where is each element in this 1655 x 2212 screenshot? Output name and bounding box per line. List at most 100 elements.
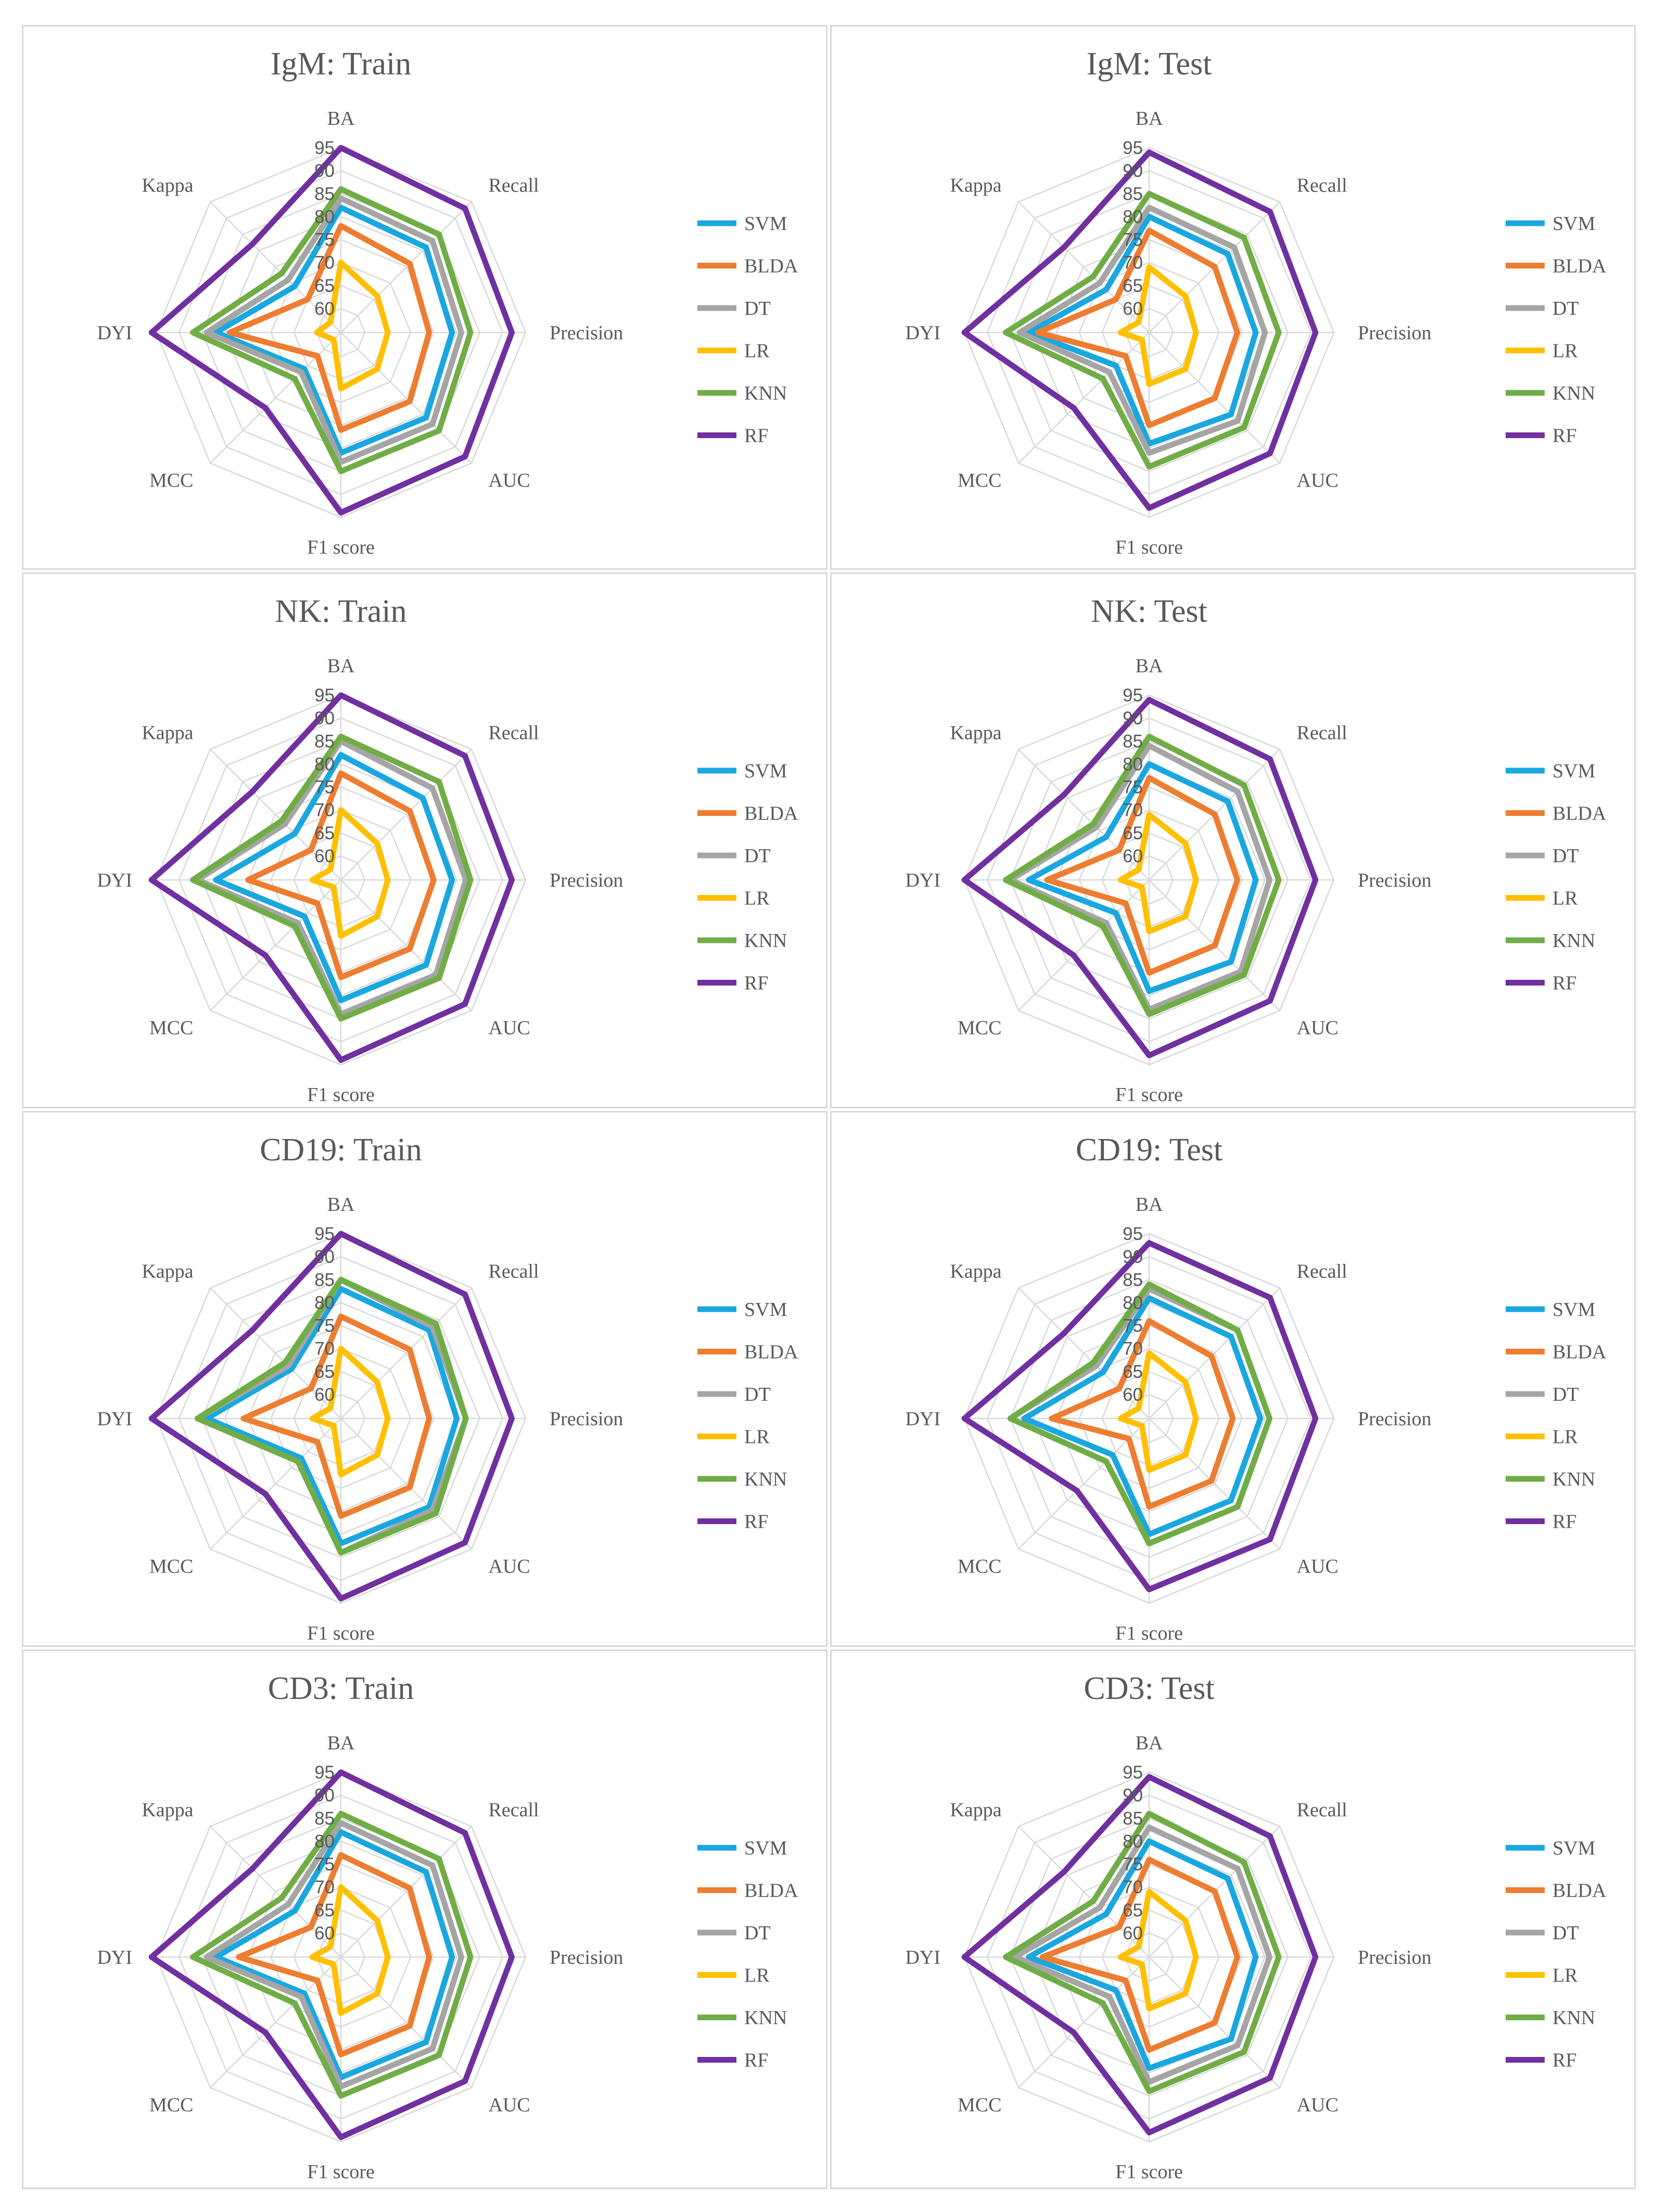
series-group — [961, 1774, 1319, 2136]
series-lr — [314, 260, 391, 392]
radar-chart-igm-test: IgM: Test 60 65 70 75 80 85 90 95 BA Recall Precisi… — [905, 46, 1607, 558]
grid-ring-inner — [1147, 330, 1151, 335]
tick-label-75: 75 — [1123, 777, 1143, 798]
tick-label-60: 60 — [314, 1385, 335, 1405]
grid-ring-inner — [339, 1955, 343, 1959]
legend-label-blda: BLDA — [744, 803, 798, 825]
series-knn — [195, 1276, 469, 1556]
axis-label-ba: BA — [1136, 655, 1163, 677]
radar-chart-cd19-test: CD19: Test 60 65 70 75 80 85 90 95 BA Recall Precis… — [905, 1132, 1607, 1644]
chart-title: CD19: Test — [1076, 1132, 1223, 1168]
tick-label-80: 80 — [1123, 207, 1143, 227]
radar-panel-igm-train: IgM: Train 60 65 70 75 80 85 90 95 BA Recall Precis… — [22, 25, 828, 570]
axis-label-kappa: Kappa — [950, 1799, 1001, 1821]
tick-label-65: 65 — [1123, 276, 1143, 296]
axis-label-f1-score: F1 score — [307, 1622, 375, 1644]
legend-label-svm: SVM — [744, 213, 787, 235]
axis-label-mcc: MCC — [149, 470, 193, 492]
legend-label-knn: KNN — [1552, 1468, 1595, 1490]
legend-label-knn: KNN — [744, 930, 787, 952]
tick-label-80: 80 — [314, 1831, 335, 1851]
legend-label-lr: LR — [744, 1426, 770, 1448]
axis-label-ba: BA — [327, 1732, 355, 1754]
axis-label-ba: BA — [1136, 1732, 1163, 1754]
axis-label-recall: Recall — [489, 1799, 539, 1821]
legend-label-knn: KNN — [1552, 2007, 1595, 2029]
tick-label-80: 80 — [314, 754, 335, 774]
series-blda — [226, 223, 432, 433]
legend: SVM BLDA DT LR KNN RF — [1506, 1299, 1607, 1533]
series-lr — [1117, 1350, 1199, 1473]
series-rf — [148, 145, 515, 516]
series-blda — [1044, 775, 1241, 976]
spoke-auc — [341, 880, 472, 1011]
series-knn — [1003, 1811, 1282, 2094]
legend-label-dt: DT — [1552, 845, 1579, 867]
radar-panel-cd3-test: CD3: Test 60 65 70 75 80 85 90 95 BA Recall Precisi… — [830, 1650, 1636, 2189]
axis-label-ba: BA — [327, 108, 355, 130]
axis-label-mcc: MCC — [958, 470, 1001, 492]
spoke-auc — [341, 333, 472, 464]
chart-title: CD3: Test — [1084, 1671, 1214, 1706]
series-blda — [1039, 1857, 1241, 2053]
tick-label-95: 95 — [314, 685, 335, 706]
axis-label-auc: AUC — [489, 1017, 530, 1039]
legend-label-blda: BLDA — [744, 1880, 798, 1902]
legend-label-lr: LR — [744, 888, 770, 910]
spoke-recall — [1149, 1287, 1280, 1418]
axis-label-auc: AUC — [1297, 470, 1339, 492]
tick-label-85: 85 — [1123, 731, 1143, 751]
legend-label-blda: BLDA — [1552, 1880, 1607, 1902]
series-rf — [148, 692, 515, 1063]
axis-label-f1-score: F1 score — [307, 536, 375, 558]
tick-label-85: 85 — [314, 1808, 335, 1829]
tick-label-75: 75 — [314, 1316, 335, 1336]
legend-label-blda: BLDA — [1552, 803, 1607, 825]
tick-label-65: 65 — [1123, 1900, 1143, 1921]
series-svm — [1026, 761, 1259, 994]
axis-label-mcc: MCC — [149, 2094, 193, 2116]
series-svm — [203, 1286, 460, 1546]
tick-label-80: 80 — [1123, 1831, 1143, 1851]
radar-chart-cd19-train: CD19: Train 60 65 70 75 80 85 90 95 BA Recall Preci… — [97, 1132, 798, 1644]
series-lr — [309, 1884, 391, 2016]
tick-label-85: 85 — [1123, 1270, 1143, 1290]
tick-label-70: 70 — [314, 1339, 335, 1359]
spoke-auc — [341, 1957, 472, 2088]
tick-label-85: 85 — [1123, 1808, 1143, 1829]
tick-label-75: 75 — [314, 1855, 335, 1875]
tick-label-90: 90 — [314, 1247, 335, 1267]
axis-label-dyi: DYI — [97, 1947, 132, 1968]
legend-label-dt: DT — [744, 298, 771, 319]
series-dt — [1012, 1824, 1272, 2085]
axis-label-dyi: DYI — [905, 1408, 940, 1430]
axis-label-auc: AUC — [489, 1556, 530, 1578]
legend-label-dt: DT — [744, 1384, 771, 1405]
series-knn — [1003, 734, 1282, 1017]
series-svm — [1026, 213, 1259, 447]
axis-label-mcc: MCC — [149, 1017, 193, 1039]
legend-label-rf: RF — [1552, 1511, 1576, 1533]
series-group — [148, 145, 515, 516]
axis-label-precision: Precision — [1358, 322, 1431, 344]
spoke-kappa — [210, 749, 341, 880]
tick-label-75: 75 — [1123, 230, 1143, 250]
series-rf — [961, 149, 1319, 511]
spoke-kappa — [1018, 1287, 1149, 1418]
axis-label-kappa: Kappa — [142, 722, 193, 744]
legend-label-rf: RF — [744, 2050, 768, 2072]
legend: SVM BLDA DT LR KNN RF — [697, 213, 798, 447]
series-rf — [961, 697, 1319, 1058]
series-group — [148, 1769, 515, 2140]
chart-title: CD19: Train — [260, 1132, 422, 1168]
axis-label-dyi: DYI — [97, 322, 132, 344]
series-svm — [213, 752, 455, 1003]
tick-label-65: 65 — [1123, 823, 1143, 843]
axis-label-recall: Recall — [489, 1261, 539, 1283]
axis-label-auc: AUC — [1297, 1017, 1339, 1039]
legend-label-dt: DT — [1552, 1922, 1579, 1944]
tick-label-70: 70 — [1123, 800, 1143, 821]
tick-label-75: 75 — [314, 230, 335, 250]
spoke-auc — [1149, 1418, 1280, 1550]
